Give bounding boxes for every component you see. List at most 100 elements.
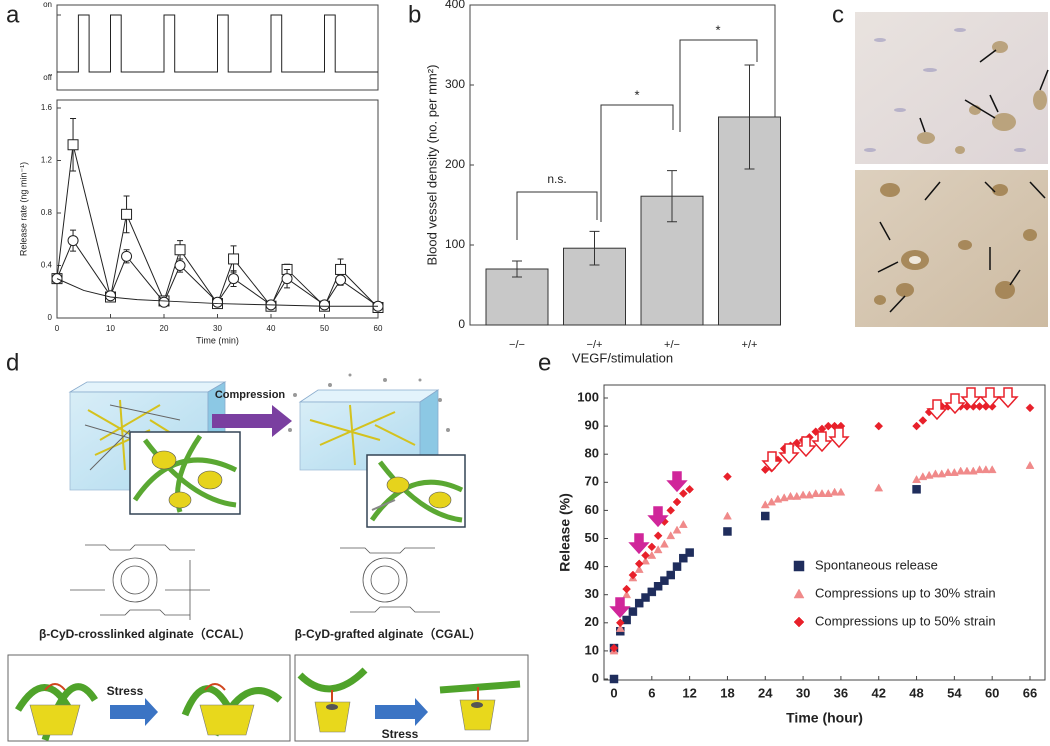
error-bar — [667, 170, 677, 223]
y-tick-label: 10 — [585, 642, 599, 657]
marker — [823, 421, 833, 431]
marker — [672, 525, 682, 534]
y-tick-label: 20 — [585, 614, 599, 629]
compression-arrow — [761, 451, 783, 473]
compression-arrow — [960, 387, 982, 409]
x-tick-label: 66 — [1023, 685, 1037, 700]
y-tick-label: 0.4 — [41, 261, 53, 270]
marker — [924, 470, 934, 479]
marker — [968, 466, 978, 475]
marker — [335, 274, 347, 286]
x-tick-label: 12 — [682, 685, 696, 700]
marker — [836, 487, 846, 496]
diagram-label: Stress — [107, 684, 144, 698]
diagram-caption: β-CyD-crosslinked alginate（CCAL） — [39, 626, 251, 641]
marker — [628, 607, 638, 616]
marker — [281, 273, 293, 285]
marker — [956, 466, 966, 475]
y-axis-label: Release rate (ng min⁻¹) — [18, 162, 28, 256]
x-tick-label: +/− — [664, 339, 680, 351]
x-tick-label: −/+ — [587, 339, 603, 351]
diagram-label: Compression — [215, 389, 286, 401]
x-tick-label: 18 — [720, 685, 734, 700]
compression-arrow — [811, 431, 833, 453]
marker — [121, 208, 133, 220]
annotation: n.s. — [547, 172, 566, 186]
marker — [723, 511, 732, 520]
x-tick-label: 30 — [213, 324, 222, 333]
marker — [975, 402, 984, 411]
micrograph — [855, 12, 1049, 164]
marker — [918, 472, 928, 481]
marker — [67, 235, 79, 247]
molecule — [340, 547, 440, 613]
compression-arrow — [828, 427, 850, 449]
marker — [685, 548, 694, 557]
y-axis-label: Release (%) — [557, 493, 573, 572]
marker — [659, 539, 669, 548]
legend-label: Compressions up to 50% strain — [815, 613, 996, 628]
marker — [987, 465, 997, 474]
legend-label: Spontaneous release — [815, 557, 938, 572]
marker — [653, 545, 663, 554]
x-tick-label: 60 — [374, 324, 383, 333]
x-tick-label: 6 — [648, 685, 655, 700]
marker — [931, 469, 940, 478]
x-tick-label: +/+ — [742, 339, 758, 351]
marker — [666, 506, 676, 515]
compression-arrow — [212, 405, 292, 437]
marker — [174, 244, 186, 256]
compression-arrow — [944, 393, 966, 415]
panel-label: c — [832, 1, 844, 28]
marker — [792, 491, 802, 500]
marker — [641, 556, 650, 565]
plot-frame — [603, 384, 1046, 681]
annotation: * — [715, 22, 720, 37]
x-tick-label: 48 — [909, 685, 923, 700]
significance-brackets — [516, 39, 758, 240]
x-axis-label: Time (hour) — [786, 710, 863, 726]
marker — [760, 500, 770, 509]
marker — [1025, 460, 1035, 469]
y-tick-label: 70 — [585, 474, 599, 489]
marker — [685, 484, 694, 494]
marker — [212, 296, 223, 308]
y-tick-label: 300 — [445, 77, 465, 91]
marker — [678, 519, 688, 528]
marker — [653, 582, 663, 591]
plot-frame — [56, 4, 379, 91]
marker — [798, 490, 808, 499]
inset — [366, 454, 466, 528]
marker — [622, 584, 631, 594]
compression-arrow — [926, 399, 948, 421]
y-tick-label: off — [43, 73, 53, 82]
y-tick-label: on — [43, 0, 52, 9]
marker — [678, 489, 688, 498]
marker — [912, 474, 921, 483]
x-tick-label: 0 — [55, 324, 60, 333]
marker — [609, 643, 619, 653]
y-axis-label: Blood vessel density (no. per mm²) — [424, 65, 439, 266]
legend-marker — [793, 616, 805, 628]
marker — [666, 570, 675, 580]
marker — [1025, 403, 1035, 413]
y-tick-label: 1.2 — [41, 156, 53, 165]
marker — [634, 559, 644, 569]
marker — [228, 253, 240, 265]
marker — [319, 299, 330, 311]
micrograph — [855, 170, 1048, 327]
marker — [628, 570, 638, 580]
plot-frame — [56, 99, 379, 319]
panel-label: b — [408, 1, 421, 28]
marker — [634, 598, 644, 608]
marker — [912, 485, 921, 494]
marker — [830, 487, 840, 496]
panel-label: d — [6, 349, 19, 376]
y-tick-label: 100 — [577, 389, 599, 404]
marker — [121, 250, 133, 262]
marker — [679, 553, 688, 563]
x-tick-label: 30 — [796, 685, 810, 700]
marker — [622, 590, 632, 599]
x-tick-label: 54 — [947, 685, 962, 700]
